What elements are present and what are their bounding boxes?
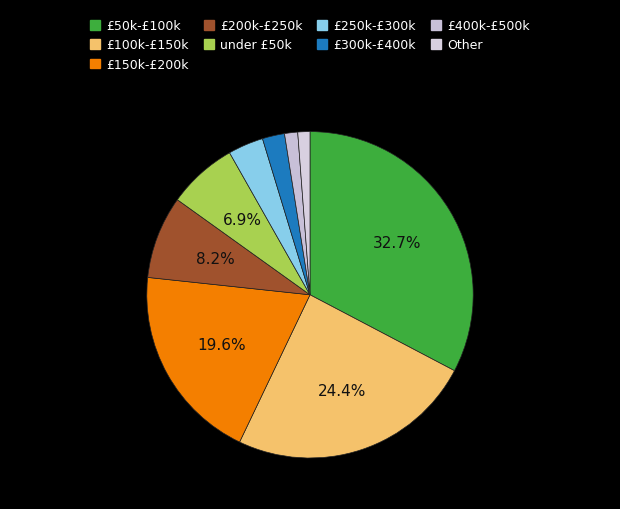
Legend: £50k-£100k, £100k-£150k, £150k-£200k, £200k-£250k, under £50k, £250k-£300k, £300: £50k-£100k, £100k-£150k, £150k-£200k, £2… — [86, 16, 534, 75]
Wedge shape — [229, 139, 310, 295]
Wedge shape — [310, 132, 473, 371]
Wedge shape — [298, 132, 310, 295]
Text: 8.2%: 8.2% — [196, 252, 235, 267]
Wedge shape — [262, 134, 310, 295]
Wedge shape — [148, 201, 310, 295]
Wedge shape — [147, 278, 310, 442]
Text: 24.4%: 24.4% — [317, 384, 366, 399]
Wedge shape — [177, 154, 310, 295]
Text: 6.9%: 6.9% — [223, 213, 262, 228]
Text: 19.6%: 19.6% — [197, 337, 246, 352]
Wedge shape — [285, 133, 310, 295]
Wedge shape — [239, 295, 454, 458]
Text: 32.7%: 32.7% — [373, 236, 421, 250]
